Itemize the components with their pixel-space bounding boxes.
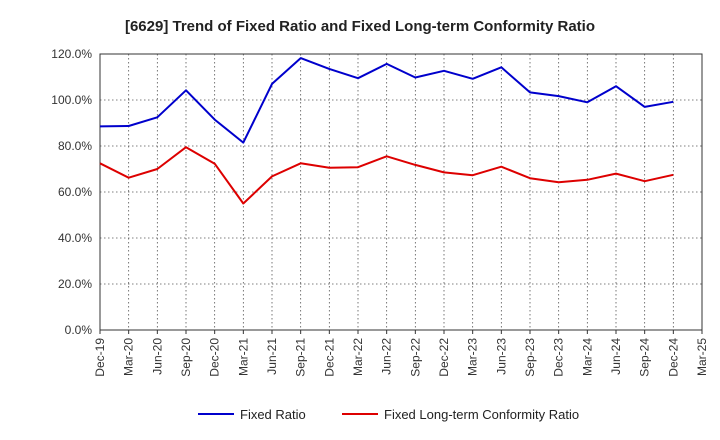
y-tick-label: 20.0%: [58, 277, 92, 291]
x-tick-label: Sep-20: [179, 338, 193, 377]
plot-frame: [99, 53, 703, 331]
x-tick-label: Sep-21: [294, 338, 308, 377]
x-tick-label: Jun-21: [265, 338, 279, 375]
legend-label: Fixed Long-term Conformity Ratio: [384, 407, 579, 422]
series-lines: [99, 57, 674, 205]
x-tick-label: Jun-23: [494, 338, 508, 375]
x-tick-label: Sep-23: [523, 338, 537, 377]
x-tick-label: Sep-24: [638, 338, 652, 377]
x-tick-label: Jun-24: [609, 338, 623, 375]
x-tick-label: Sep-22: [408, 338, 422, 377]
x-tick-label: Dec-19: [93, 338, 107, 377]
x-tick-label: Dec-22: [437, 338, 451, 377]
chart-title: [6629] Trend of Fixed Ratio and Fixed Lo…: [125, 18, 595, 35]
x-tick-label: Mar-20: [122, 338, 136, 376]
legend: Fixed Ratio Fixed Long-term Conformity Ra…: [198, 407, 579, 422]
legend-label: Fixed Ratio: [240, 407, 306, 422]
y-tick-label: 100.0%: [51, 93, 92, 107]
axes: 0.0% 20.0% 40.0% 60.0% 80.0% 100.0% 120.0% Dec-…: [51, 47, 709, 377]
y-tick-label: 0.0%: [65, 323, 93, 337]
x-tick-label: Dec-20: [208, 338, 222, 377]
x-tick-label: Mar-24: [580, 338, 594, 376]
x-tick-label: Jun-22: [380, 338, 394, 375]
x-tick-label: Mar-21: [236, 338, 250, 376]
x-tick-label: Mar-25: [695, 338, 709, 376]
x-tick-label: Mar-22: [351, 338, 365, 376]
y-tick-label: 80.0%: [58, 139, 92, 153]
y-tick-label: 60.0%: [58, 185, 92, 199]
x-tick-label: Dec-21: [322, 338, 336, 377]
y-tick-label: 40.0%: [58, 231, 92, 245]
x-tick-label: Dec-23: [552, 338, 566, 377]
y-tick-label: 120.0%: [51, 47, 92, 61]
x-tick-label: Jun-20: [150, 338, 164, 375]
x-tick-label: Mar-23: [466, 338, 480, 376]
x-tick-label: Dec-24: [666, 338, 680, 377]
